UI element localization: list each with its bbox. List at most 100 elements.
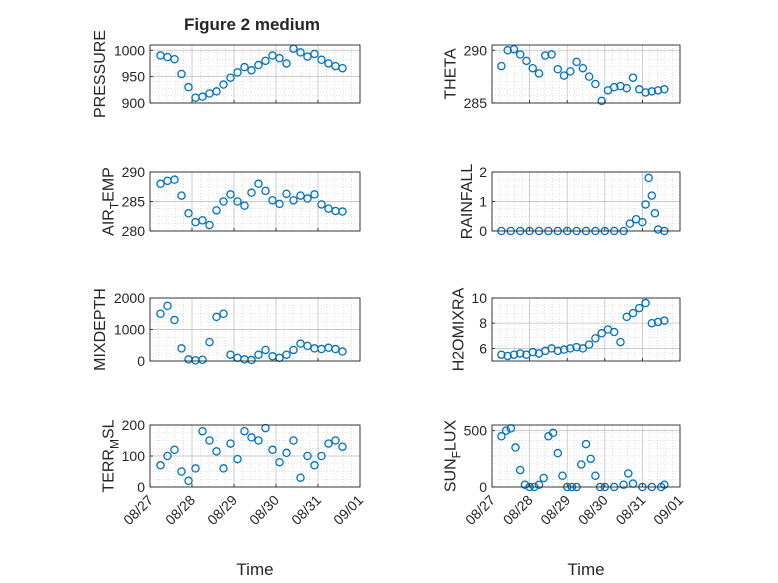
data-point	[572, 342, 581, 352]
data-point	[289, 436, 298, 445]
data-point	[282, 189, 291, 199]
y-axis-label: SUNFLUX	[442, 420, 463, 493]
y-tick-label: 280	[122, 223, 146, 239]
data-point	[534, 480, 544, 489]
data-point	[198, 216, 207, 225]
data-point	[577, 460, 586, 469]
y-tick-label: 285	[464, 95, 488, 111]
data-point	[191, 464, 200, 473]
data-point	[275, 53, 284, 63]
y-tick-label: 290	[122, 164, 146, 180]
y-axis-label-tail: SL	[100, 419, 117, 439]
data-point	[219, 80, 228, 89]
data-point	[247, 66, 256, 75]
data-point	[647, 191, 657, 200]
data-point	[184, 209, 193, 218]
y-axis-label-main: H2OMIXRA	[451, 287, 468, 371]
y-axis-label: TERRMSL	[100, 419, 121, 492]
y-axis-label-main: THETA	[442, 48, 459, 100]
data-point	[641, 298, 650, 308]
data-point	[254, 60, 263, 70]
data-point	[233, 197, 242, 206]
data-point	[177, 344, 186, 353]
y-tick-label: 290	[464, 42, 488, 58]
data-point	[497, 350, 506, 359]
series-markers	[497, 424, 669, 492]
data-point	[198, 92, 207, 101]
data-point	[338, 347, 347, 356]
data-point	[170, 315, 179, 325]
data-point	[591, 471, 600, 480]
data-point	[628, 308, 638, 318]
data-point	[547, 50, 556, 59]
data-point	[170, 445, 179, 455]
data-point	[240, 62, 249, 72]
data-point	[660, 316, 669, 325]
y-tick-label: 200	[122, 417, 146, 433]
data-point	[553, 346, 563, 356]
data-point	[622, 312, 631, 322]
data-point	[317, 200, 326, 209]
axes-box	[491, 297, 681, 362]
data-point	[509, 44, 519, 54]
data-point	[553, 65, 563, 74]
data-point	[282, 350, 291, 359]
y-tick-label: 2	[479, 164, 487, 180]
data-point	[156, 179, 165, 189]
x-axis-label: Time	[236, 560, 273, 579]
data-point	[616, 337, 625, 347]
data-point	[170, 54, 179, 64]
data-point	[212, 87, 221, 96]
data-point	[198, 426, 207, 436]
data-point	[653, 225, 663, 234]
data-point	[226, 73, 235, 82]
data-point	[177, 69, 186, 79]
data-point	[581, 439, 591, 449]
data-point	[303, 194, 312, 203]
data-point	[324, 439, 333, 448]
y-tick-label: 0	[479, 223, 487, 239]
y-tick-label: 1	[479, 194, 487, 210]
series-markers	[156, 423, 347, 486]
data-point	[184, 476, 193, 486]
data-point	[247, 433, 256, 442]
data-point	[254, 436, 263, 445]
data-point	[317, 55, 326, 65]
data-point	[578, 344, 588, 353]
data-point	[586, 454, 595, 464]
data-point	[275, 457, 284, 467]
data-point	[268, 196, 277, 205]
y-axis-label-main: PRESSURE	[92, 30, 109, 118]
data-point	[647, 87, 657, 96]
data-point	[503, 351, 512, 361]
data-point	[559, 345, 569, 354]
data-point	[212, 206, 221, 215]
series-markers	[156, 175, 347, 230]
data-point	[289, 196, 298, 205]
data-point	[275, 353, 284, 363]
data-point	[501, 426, 511, 435]
data-point	[572, 57, 581, 67]
data-point	[303, 451, 312, 461]
y-axis-label-main: MIXDEPTH	[92, 288, 109, 371]
data-point	[584, 340, 594, 349]
figure-title: Figure 2 medium	[184, 15, 320, 34]
data-point	[261, 345, 270, 355]
data-point	[310, 190, 319, 199]
y-axis-label: THETA	[442, 48, 459, 100]
data-point	[528, 347, 537, 357]
data-point	[548, 428, 558, 438]
y-axis-label-main: SUN	[442, 458, 459, 492]
axes-box	[149, 44, 361, 104]
data-point	[303, 52, 312, 61]
series-markers	[497, 44, 669, 106]
data-point	[212, 312, 221, 322]
data-point	[503, 46, 512, 55]
data-point	[619, 480, 628, 489]
data-point	[566, 67, 575, 76]
data-point	[559, 71, 569, 80]
y-axis-label: PRESSURE	[92, 30, 109, 118]
data-point	[609, 327, 619, 337]
data-point	[641, 200, 650, 209]
data-point	[338, 207, 347, 216]
